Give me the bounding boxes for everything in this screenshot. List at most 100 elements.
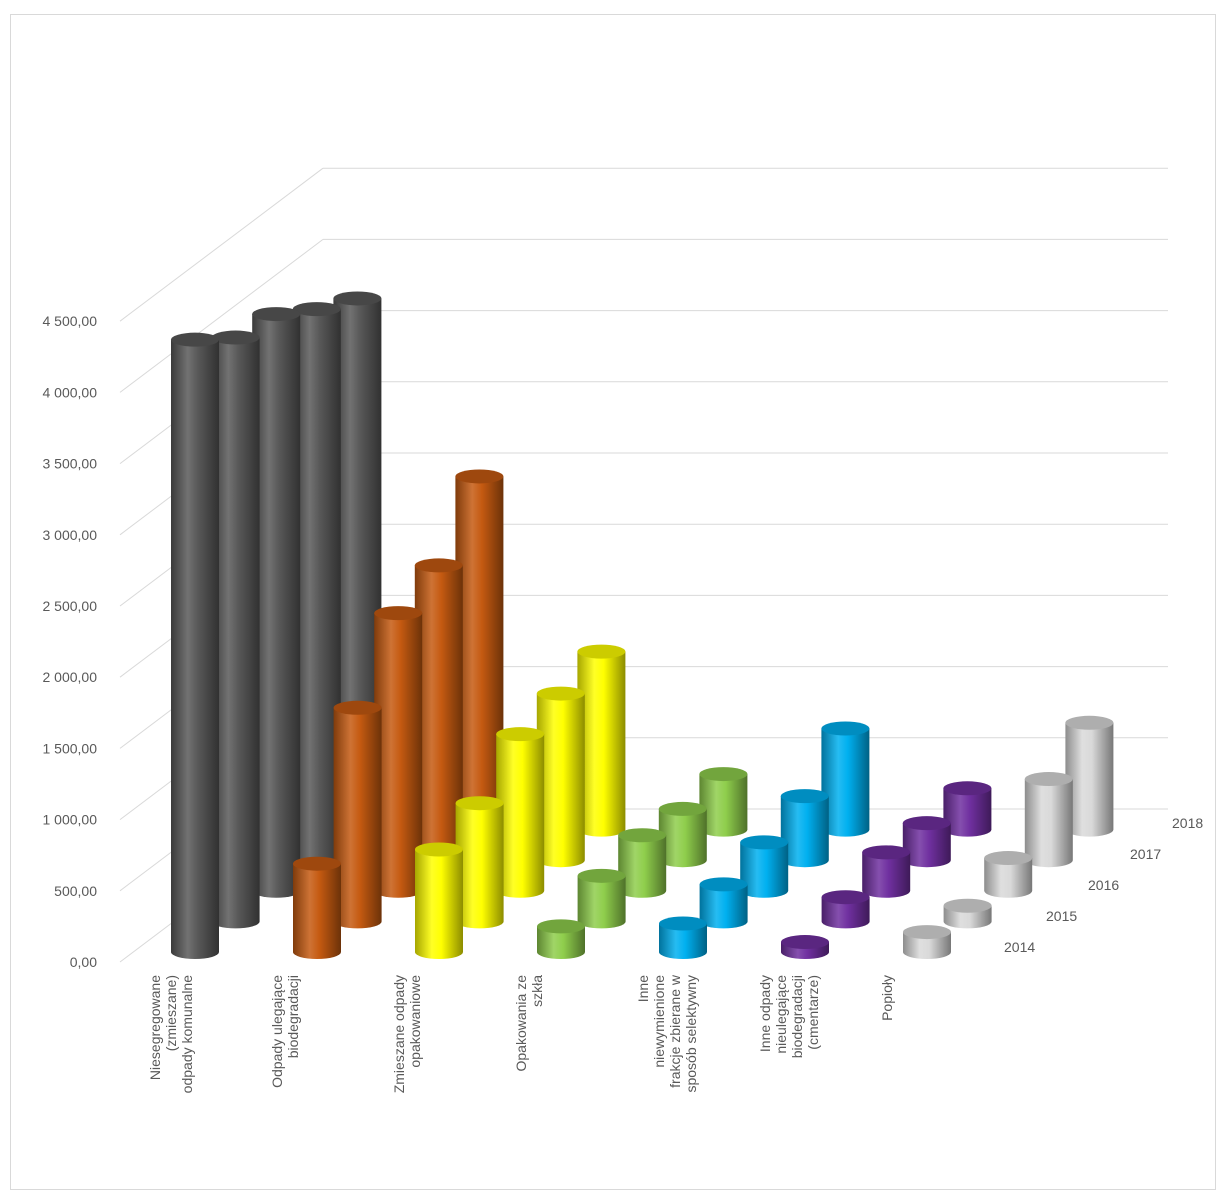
bar-2015-5: [699, 877, 748, 929]
cylinder-top: [740, 835, 789, 850]
category-label-7: Popioły: [879, 975, 895, 1021]
category-label-line: Odpady ulegające: [269, 975, 285, 1088]
cylinder-body: [618, 835, 667, 898]
category-label-line: Inne: [635, 975, 651, 1002]
bar-2014-2: [293, 856, 341, 959]
category-label-line: odpady komunalne: [179, 975, 195, 1094]
cylinder-body: [780, 796, 829, 868]
bar-2017-6: [902, 816, 951, 868]
cylinder-body: [862, 852, 911, 898]
cylinder-top: [658, 801, 707, 816]
bar-2016-2: [374, 606, 423, 898]
cylinder-top: [781, 935, 829, 950]
cylinder-top: [293, 856, 341, 871]
cylinder-top: [577, 644, 626, 659]
category-label-line: biodegradacji: [789, 975, 805, 1058]
bar-2017-7: [1024, 772, 1073, 868]
category-label-line: Niesegregowane: [147, 975, 163, 1080]
cylinder-top: [821, 890, 870, 905]
bar-2015-7: [943, 898, 992, 929]
bar-2016-7: [984, 851, 1033, 898]
cylinder-top: [455, 469, 504, 484]
cylinder-top: [862, 845, 911, 860]
grid-diagonal: [119, 239, 324, 393]
cylinder-top: [455, 796, 504, 811]
y-tick-label: 1 500,00: [43, 740, 98, 756]
cylinder-body: [455, 803, 504, 929]
cylinder-body: [659, 923, 707, 959]
cylinder-body: [293, 863, 341, 959]
bar-2014-6: [781, 935, 829, 959]
cylinder-body: [496, 734, 545, 898]
category-label-line: sposób selektywny: [683, 975, 699, 1093]
bar-2014-5: [659, 916, 707, 959]
cylinder-top: [333, 700, 382, 715]
cylinder-top: [577, 868, 626, 883]
cylinder-top: [252, 307, 301, 322]
category-label-line: biodegradacji: [285, 975, 301, 1058]
bar-2017-3: [536, 686, 585, 868]
cylinder-top: [618, 828, 667, 843]
bar-2016-4: [618, 828, 667, 898]
category-label-line: Opakowania ze: [513, 975, 529, 1072]
y-tick-label: 4 000,00: [43, 384, 98, 400]
chart-frame: [10, 14, 1216, 1190]
category-label-3: Zmieszane odpady opakowaniowe: [391, 975, 423, 1094]
bar-2015-2: [333, 700, 382, 929]
cylinder-top: [943, 781, 992, 796]
cylinder-top: [536, 686, 585, 701]
grid-diagonal: [119, 167, 324, 322]
y-tick-label: 500,00: [54, 883, 97, 899]
cylinder-top: [699, 767, 748, 782]
bar-2014-3: [415, 842, 463, 959]
series-label-2018: 2018: [1172, 815, 1203, 831]
bar-2016-5: [740, 835, 789, 898]
cylinder-top: [414, 558, 463, 573]
category-label-line: opakowaniowe: [407, 975, 423, 1068]
bar-2017-5: [780, 789, 829, 868]
bar-2018-2: [455, 469, 504, 837]
bar-2017-4: [658, 801, 707, 868]
cylinder-body: [1065, 722, 1114, 837]
bar-2018-6: [943, 781, 992, 837]
cylinder-top: [1065, 715, 1114, 730]
cylinder-top: [902, 816, 951, 831]
category-label-6: Inne odpady nieulegające biodegradacji (cme…: [757, 975, 821, 1059]
y-tick-label: 3 500,00: [43, 456, 98, 472]
bar-2016-1: [252, 307, 301, 898]
cylinder-body: [821, 728, 870, 837]
cylinder-body: [943, 788, 992, 837]
bar-2017-2: [414, 558, 463, 868]
category-label-2: Odpady ulegające biodegradacji: [269, 975, 301, 1088]
bar-2018-3: [577, 644, 626, 837]
series-label-2016: 2016: [1088, 877, 1119, 893]
cylinder-body: [699, 774, 748, 837]
cylinder-top: [292, 302, 341, 317]
cylinder-body: [171, 339, 219, 959]
y-tick-label: 1 000,00: [43, 812, 98, 828]
y-tick-label: 4 500,00: [43, 313, 98, 329]
cylinder-top: [211, 330, 260, 345]
cylinder-body: [333, 707, 382, 929]
cylinder-top: [333, 291, 382, 306]
cylinder-top: [374, 606, 423, 621]
cylinder-top: [415, 842, 463, 857]
bar-2015-6: [821, 890, 870, 929]
cylinder-top: [171, 332, 219, 347]
bar-2014-1: [171, 332, 219, 959]
cylinder-top: [699, 877, 748, 892]
cylinder-body: [252, 314, 301, 898]
bar-2014-4: [537, 919, 585, 959]
category-label-line: Inne odpady: [757, 975, 773, 1052]
category-label-line: szkła: [529, 975, 545, 1007]
cylinder-body: [537, 926, 585, 959]
category-label-line: frakcje zbierane w: [667, 974, 683, 1088]
category-label-line: Popioły: [879, 975, 895, 1021]
cylinder-body: [536, 693, 585, 868]
cylinder-top: [496, 727, 545, 742]
cylinder-body: [699, 884, 748, 929]
y-tick-label: 2 000,00: [43, 669, 98, 685]
bar-2015-3: [455, 796, 504, 929]
cylinder-top: [903, 925, 951, 940]
category-label-line: Zmieszane odpady: [391, 975, 407, 1093]
